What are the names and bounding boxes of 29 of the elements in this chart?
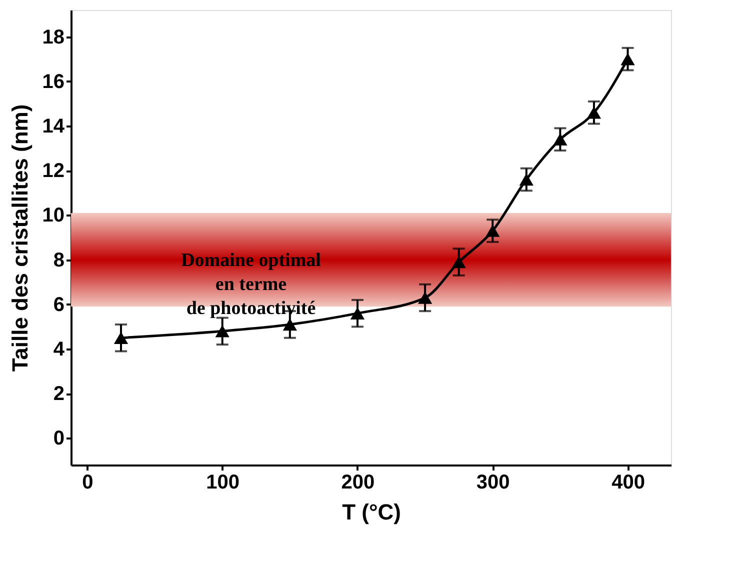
x-tick-label: 0 [82,472,94,494]
y-tick-label: 2 [53,383,64,406]
y-tick-label: 14 [42,115,66,138]
x-tick-label: 300 [476,472,510,494]
point [553,133,568,146]
point [114,332,128,344]
y-tick-label: 6 [53,294,64,316]
y-tick-label: 12 [42,160,64,182]
point [282,318,297,331]
point [350,307,365,320]
y-tick-label: 8 [53,249,64,272]
y-tick-label: 0 [53,428,64,450]
y-axis-title: Taille des cristallites (nm) [7,104,32,372]
point [215,325,230,338]
point [620,52,635,66]
point [586,106,602,119]
x-tick-label: 100 [206,472,240,494]
y-tick-label: 18 [42,26,64,48]
x-tick-label: 200 [341,472,375,494]
y-tick-label: 4 [53,338,66,361]
point [418,292,432,304]
point [486,224,500,237]
point [519,173,534,186]
x-tick-label: 400 [612,472,645,494]
y-tick-label: 16 [42,70,64,93]
band-label: Domaine optimal en terme de photoactivité [181,250,321,319]
y-tick-label: 10 [42,204,64,227]
x-axis-title: T (°C) [342,500,401,524]
point [452,256,466,268]
